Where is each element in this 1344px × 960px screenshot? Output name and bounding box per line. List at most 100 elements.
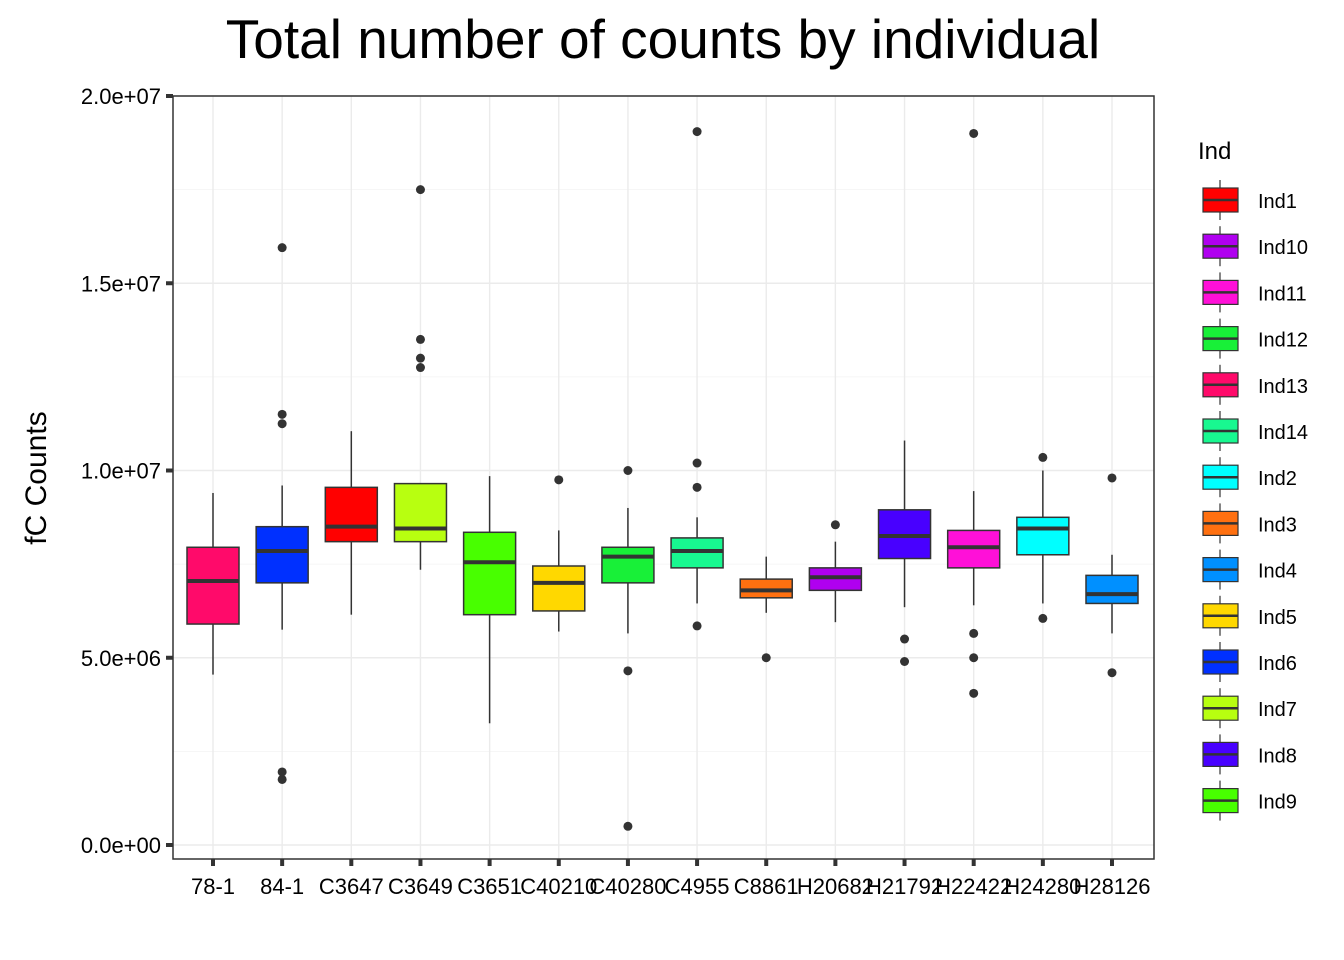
plot-panel-border — [172, 95, 1155, 860]
box-iqr — [601, 546, 655, 584]
legend-item-Ind1: Ind1 — [1202, 180, 1297, 220]
outlier-point — [277, 767, 287, 777]
legend-item-Ind6: Ind6 — [1202, 642, 1297, 682]
box-iqr — [532, 565, 586, 612]
x-tick-label: H22422 — [935, 874, 1012, 899]
outlier-point — [969, 688, 979, 698]
legend-item-Ind8: Ind8 — [1202, 734, 1297, 775]
outlier-point — [277, 243, 287, 253]
x-tick-label: 78-1 — [191, 874, 235, 899]
outlier-point — [554, 475, 564, 485]
box-84-1 — [255, 243, 309, 784]
legend-item-Ind10: Ind10 — [1202, 226, 1308, 267]
legend-label: Ind6 — [1258, 653, 1297, 675]
x-tick-label: C3647 — [319, 874, 384, 899]
outlier-point — [830, 520, 840, 530]
box-C40210 — [532, 475, 586, 632]
outlier-point — [277, 409, 287, 419]
legend-label: Ind5 — [1258, 607, 1297, 629]
box-iqr — [1016, 516, 1070, 556]
box-H22422 — [946, 128, 1001, 698]
legend-item-Ind5: Ind5 — [1202, 595, 1297, 636]
legend-label: Ind11 — [1258, 283, 1307, 305]
y-axis-label: fC Counts — [20, 411, 53, 544]
y-tick-label: 1.5e+07 — [81, 271, 161, 296]
outlier-point — [692, 482, 702, 492]
box-iqr — [186, 546, 240, 625]
box-H21792 — [877, 440, 932, 666]
box-H20682 — [808, 520, 863, 623]
legend-label: Ind7 — [1258, 699, 1297, 721]
outlier-point — [623, 466, 633, 475]
x-tick-label: 84-1 — [260, 874, 304, 899]
box-H24280 — [1016, 452, 1070, 623]
x-tick-label: C40210 — [520, 874, 597, 899]
legend-item-Ind3: Ind3 — [1202, 503, 1297, 544]
legend-label: Ind2 — [1258, 468, 1297, 490]
legend-item-Ind7: Ind7 — [1202, 688, 1297, 729]
outlier-point — [277, 419, 287, 429]
y-tick-label: 1.0e+07 — [81, 459, 161, 484]
box-iqr — [255, 525, 309, 584]
x-tick-label: C4955 — [665, 874, 730, 899]
outlier-point — [1107, 473, 1117, 483]
box-iqr — [393, 482, 448, 543]
y-tick-label: 0.0e+00 — [81, 833, 161, 858]
x-axis: 78-1 84-1 C3647 C3649 C3651C40210C40280C4955… — [191, 859, 1151, 899]
outlier-point — [969, 653, 979, 663]
outlier-point — [761, 653, 771, 663]
outlier-point — [692, 127, 702, 137]
box-C40280 — [601, 466, 655, 831]
x-tick-label: H24280 — [1004, 874, 1081, 899]
outlier-point — [692, 621, 702, 631]
outlier-point — [623, 666, 633, 676]
x-tick-label: C40280 — [589, 874, 666, 899]
outlier-point — [1107, 668, 1117, 678]
legend-label: Ind3 — [1258, 514, 1297, 536]
box-C3649 — [393, 185, 448, 570]
legend-label: Ind9 — [1258, 792, 1297, 814]
legend-item-Ind2: Ind2 — [1202, 457, 1297, 498]
outlier-point — [277, 774, 287, 784]
y-axis: 0.0e+00 5.0e+06 1.0e+07 1.5e+07 2.0e+07 — [81, 84, 173, 858]
outlier-point — [969, 628, 979, 638]
outlier-point — [900, 634, 910, 644]
outlier-point — [692, 458, 702, 468]
legend-item-Ind12: Ind12 — [1202, 318, 1308, 359]
y-tick-label: 2.0e+07 — [81, 84, 161, 109]
box-C8861 — [739, 556, 793, 663]
legend-item-Ind4: Ind4 — [1202, 549, 1297, 590]
outlier-point — [1038, 613, 1048, 623]
box-C4955 — [670, 127, 724, 631]
box-H28126 — [1085, 473, 1139, 678]
legend: Ind Ind1 Ind10 Ind11 Ind12 Ind13 Ind14 Ind2 Ind3… — [1198, 138, 1308, 821]
legend-title: Ind — [1198, 138, 1231, 165]
boxes — [186, 127, 1139, 831]
x-tick-label: C3651 — [457, 874, 522, 899]
box-iqr — [462, 531, 517, 616]
legend-item-Ind14: Ind14 — [1202, 411, 1308, 451]
outlier-point — [415, 185, 425, 195]
outlier-point — [623, 821, 633, 831]
outlier-point — [1038, 452, 1048, 462]
chart-title: Total number of counts by individual — [226, 8, 1100, 70]
outlier-point — [415, 334, 425, 344]
y-tick-label: 5.0e+06 — [81, 646, 161, 671]
legend-label: Ind8 — [1258, 745, 1297, 767]
box-C3647 — [324, 431, 379, 615]
x-tick-label: H21792 — [866, 874, 943, 899]
legend-label: Ind4 — [1258, 561, 1297, 583]
box-C3651 — [462, 476, 517, 724]
outlier-point — [900, 656, 910, 666]
legend-label: Ind1 — [1258, 191, 1297, 213]
box-iqr — [1085, 574, 1139, 605]
outlier-point — [415, 353, 425, 363]
box-iqr — [324, 486, 379, 543]
legend-label: Ind10 — [1258, 237, 1308, 259]
legend-label: Ind14 — [1258, 422, 1308, 444]
legend-label: Ind12 — [1258, 330, 1308, 352]
x-tick-label: C3649 — [388, 874, 453, 899]
legend-label: Ind13 — [1258, 376, 1308, 398]
x-tick-label: H20682 — [797, 874, 874, 899]
